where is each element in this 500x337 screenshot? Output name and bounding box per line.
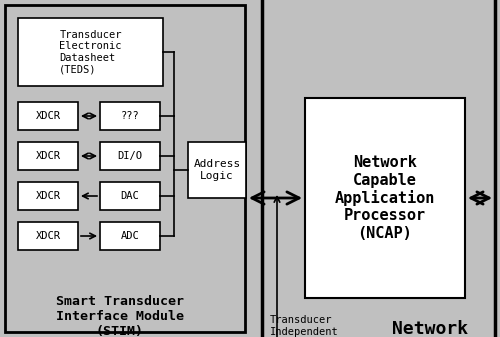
Bar <box>18 222 78 250</box>
Text: XDCR: XDCR <box>36 151 60 161</box>
Text: ???: ??? <box>120 111 140 121</box>
Text: Transducer
Independent
Interface: Transducer Independent Interface <box>270 315 339 337</box>
Bar <box>100 222 160 250</box>
Bar <box>18 102 78 130</box>
Text: XDCR: XDCR <box>36 111 60 121</box>
Text: ADC: ADC <box>120 231 140 241</box>
Text: XDCR: XDCR <box>36 191 60 201</box>
Bar <box>305 98 465 298</box>
Text: DI/O: DI/O <box>118 151 142 161</box>
Bar <box>5 5 245 332</box>
Text: Network
Capable
Application
Processor
(NCAP): Network Capable Application Processor (N… <box>335 155 435 241</box>
Text: XDCR: XDCR <box>36 231 60 241</box>
Text: DAC: DAC <box>120 191 140 201</box>
Bar <box>18 142 78 170</box>
Bar <box>100 102 160 130</box>
Text: Smart Transducer
Interface Module
(STIM): Smart Transducer Interface Module (STIM) <box>56 295 184 337</box>
Bar <box>100 182 160 210</box>
Text: Network: Network <box>392 320 468 337</box>
Text: Address
Logic: Address Logic <box>194 159 240 181</box>
Bar <box>188 142 246 198</box>
Bar <box>100 142 160 170</box>
Text: Transducer
Electronic
Datasheet
(TEDS): Transducer Electronic Datasheet (TEDS) <box>60 30 122 74</box>
Bar <box>18 18 163 86</box>
Bar <box>18 182 78 210</box>
